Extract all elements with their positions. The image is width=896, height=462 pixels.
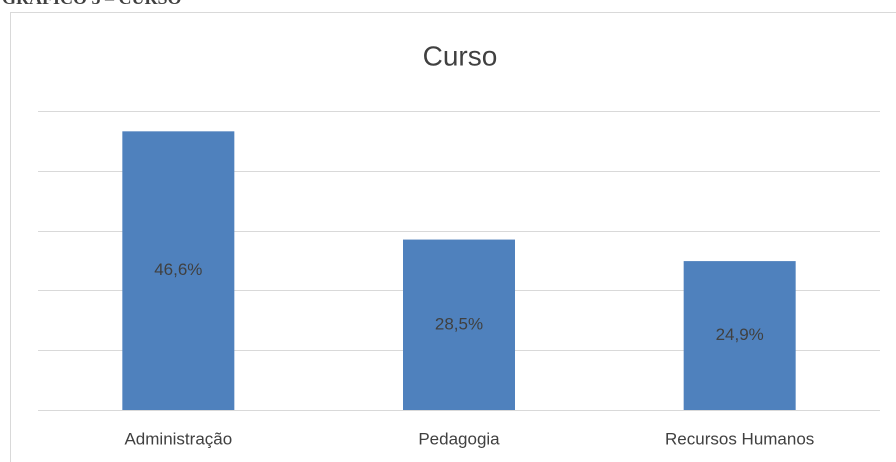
caption: GRÁFICO 5 – CURSO bbox=[2, 0, 182, 8]
data-label: 46,6% bbox=[154, 260, 202, 279]
chart-title: Curso bbox=[423, 40, 498, 71]
bar bbox=[122, 131, 235, 410]
bar bbox=[683, 261, 796, 410]
x-tick-label: Recursos Humanos bbox=[665, 429, 814, 448]
x-tick-label: Administração bbox=[124, 429, 232, 448]
bar bbox=[403, 239, 515, 410]
x-tick-label: Pedagogia bbox=[418, 429, 500, 448]
data-label: 24,9% bbox=[716, 325, 764, 344]
data-label: 28,5% bbox=[435, 314, 483, 333]
